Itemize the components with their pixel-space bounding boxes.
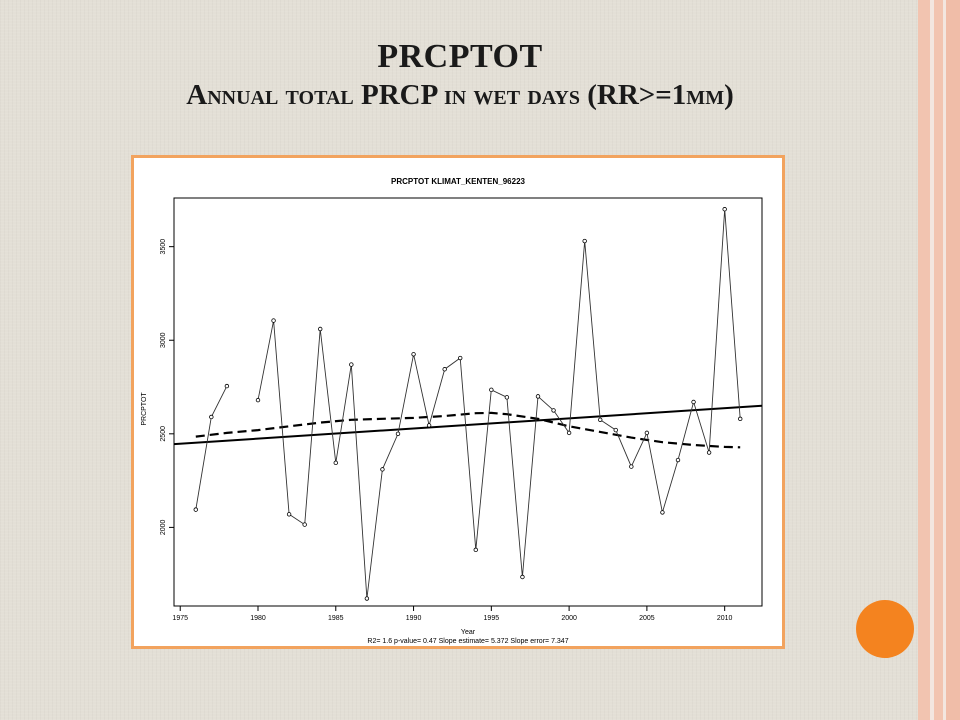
data-point xyxy=(426,423,432,428)
chart-footer-stats: R2= 1.6 p-value= 0.47 Slope estimate= 5.… xyxy=(367,638,568,645)
data-point xyxy=(675,457,681,463)
side-decoration-band xyxy=(930,0,934,720)
data-point xyxy=(364,596,370,601)
decorative-orange-dot xyxy=(856,600,914,658)
slide-title: PRCPTOT xyxy=(377,38,543,75)
plot-area-box xyxy=(173,197,763,607)
data-point xyxy=(691,399,696,405)
data-point xyxy=(722,207,727,212)
linear-trend-line xyxy=(173,404,763,446)
slide-title-block: PRCPTOT Annual total PRCP in wet days (R… xyxy=(60,36,860,112)
y-tick-label: 3000 xyxy=(160,332,167,348)
data-point xyxy=(302,522,307,527)
series-line-segment xyxy=(257,209,741,599)
data-point xyxy=(629,464,634,469)
x-tick-label: 1980 xyxy=(250,615,266,622)
side-decoration-band xyxy=(934,0,943,720)
data-point xyxy=(598,417,603,422)
data-point xyxy=(333,460,338,466)
chart-frame: PRCPTOT KLIMAT_KENTEN_96223 PRCPTOT Year… xyxy=(131,155,785,649)
x-tick-label: 1985 xyxy=(328,615,344,622)
data-point xyxy=(660,510,665,515)
x-tick-label: 2005 xyxy=(639,615,655,622)
data-point xyxy=(473,547,478,553)
prcptot-chart: PRCPTOT KLIMAT_KENTEN_96223 PRCPTOT Year… xyxy=(141,177,763,645)
data-point xyxy=(706,450,712,455)
data-point xyxy=(566,430,572,436)
data-point xyxy=(458,355,463,361)
data-point xyxy=(318,326,323,332)
data-point xyxy=(582,238,587,244)
y-tick-label: 3500 xyxy=(160,239,167,255)
chart-title: PRCPTOT KLIMAT_KENTEN_96223 xyxy=(391,177,526,186)
smoothed-dashed-line xyxy=(195,411,741,449)
side-decoration-band xyxy=(918,0,930,720)
data-point xyxy=(644,430,650,436)
data-point xyxy=(349,362,354,367)
data-point xyxy=(520,574,525,580)
x-tick-label: 1995 xyxy=(484,615,500,622)
data-point xyxy=(442,367,447,372)
x-tick-label: 2010 xyxy=(717,615,733,622)
x-axis-label: Year xyxy=(461,629,476,636)
x-tick-label: 1975 xyxy=(172,615,188,622)
x-tick-label: 2000 xyxy=(561,615,577,622)
side-decoration-band xyxy=(943,0,946,720)
data-point xyxy=(411,352,416,357)
y-tick-label: 2500 xyxy=(160,426,167,442)
data-point xyxy=(504,395,510,400)
y-tick-label: 2000 xyxy=(160,520,167,536)
data-point xyxy=(395,431,401,437)
data-point xyxy=(286,512,292,517)
data-point xyxy=(489,387,494,393)
x-tick-label: 1990 xyxy=(406,615,422,622)
data-point xyxy=(613,427,618,433)
data-point xyxy=(193,507,198,512)
data-point xyxy=(255,397,261,403)
series-line-segment xyxy=(195,385,228,510)
data-point xyxy=(535,394,541,399)
side-decoration-band xyxy=(946,0,960,720)
data-point xyxy=(380,467,385,472)
data-point xyxy=(209,414,214,420)
y-axis-label: PRCPTOT xyxy=(141,392,148,426)
data-point xyxy=(738,416,743,422)
slide-subtitle: Annual total PRCP in wet days (RR>=1mm) xyxy=(186,79,734,111)
data-point xyxy=(224,383,230,389)
data-point xyxy=(551,408,556,413)
data-point xyxy=(271,318,276,323)
